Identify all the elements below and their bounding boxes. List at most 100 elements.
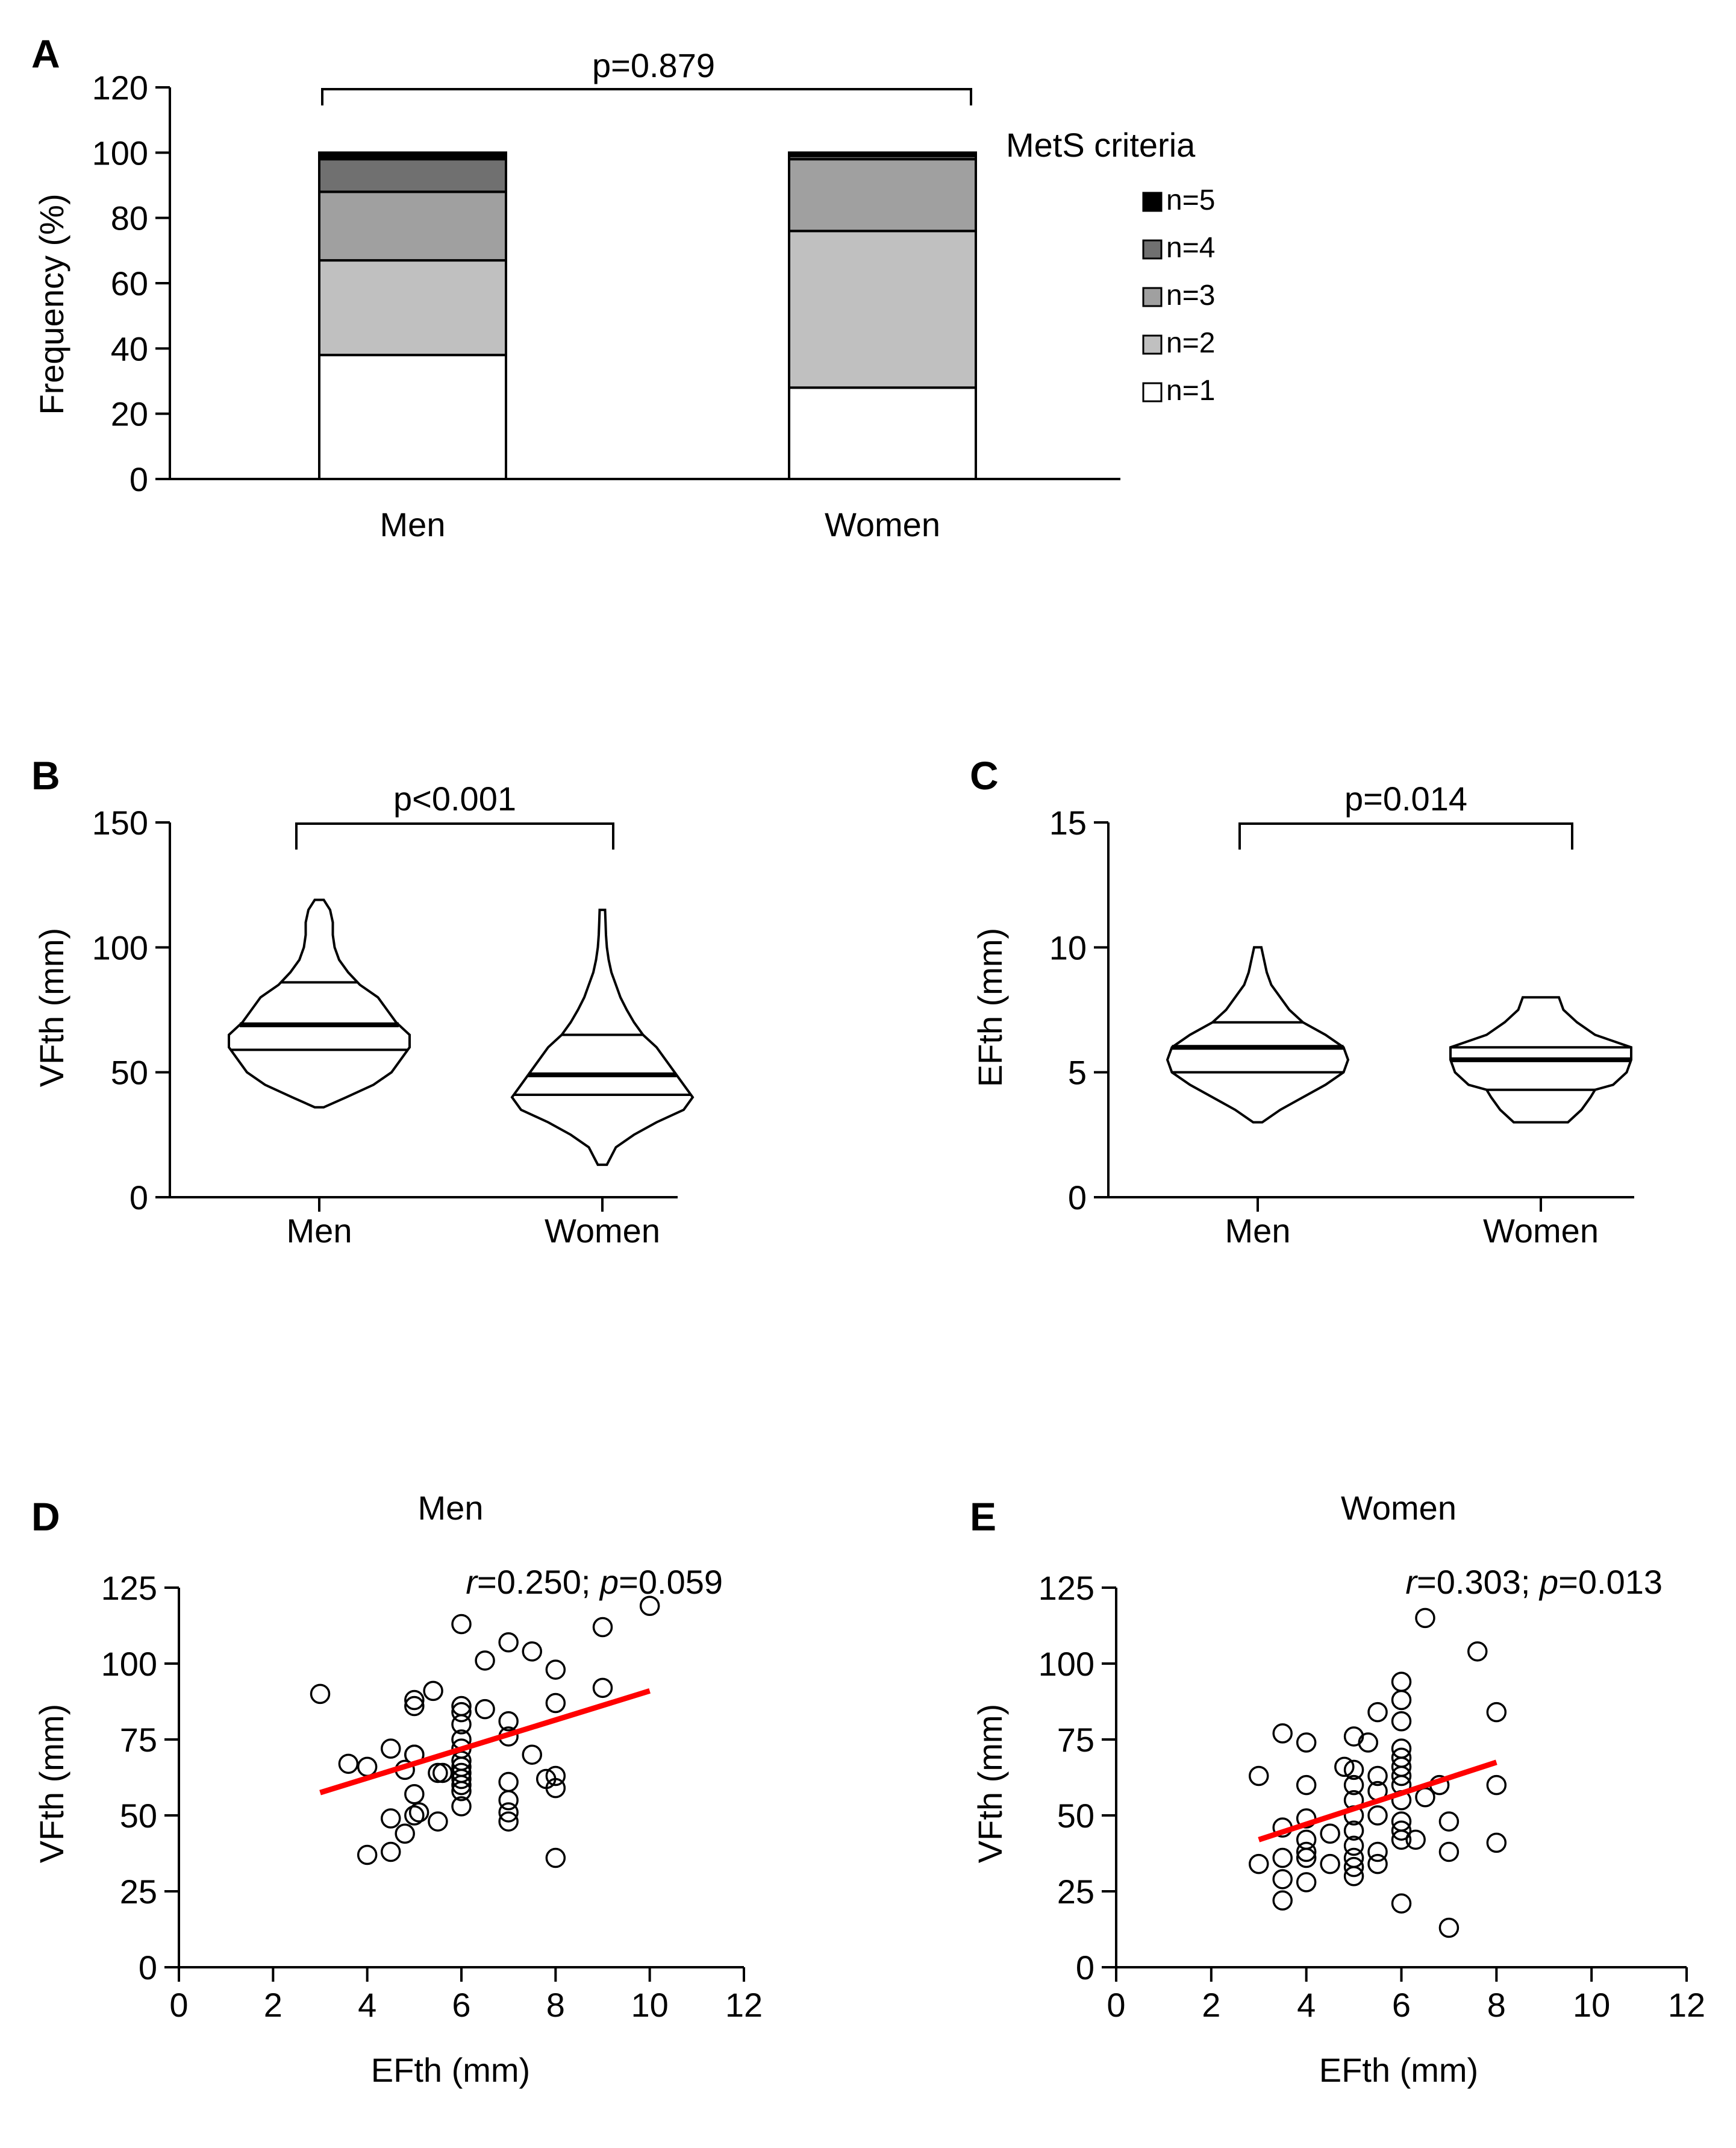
panel-d-x-tick-label: 12 xyxy=(725,1986,763,2024)
panel-e-x-tick-label: 0 xyxy=(1107,1986,1125,2024)
panel-d-y-tick-label: 25 xyxy=(120,1873,157,1911)
panel-e-points xyxy=(1249,1608,1507,1938)
panel-e-x-tick-label: 6 xyxy=(1392,1986,1411,2024)
panel-d-data-point xyxy=(381,1738,401,1759)
panel-e-data-point xyxy=(1249,1853,1269,1874)
panel-a-p-value: p=0.879 xyxy=(592,46,715,84)
panel-e-data-point xyxy=(1367,1765,1388,1786)
panel-e-data-point xyxy=(1272,1890,1293,1911)
panel-d-x-tick-label: 10 xyxy=(631,1986,669,2024)
panel-d-data-point xyxy=(404,1783,425,1805)
panel-b-y-tick-label: 0 xyxy=(130,1179,148,1216)
panel-d-data-point xyxy=(498,1790,519,1811)
panel-e-data-point xyxy=(1296,1847,1317,1868)
panel-e-x-tick-label: 2 xyxy=(1202,1986,1220,2024)
panel-d-axes: 0 25 50 75 100 125 0 2 4 6 8 10 12 xyxy=(101,1569,763,2024)
panel-d-x-tick-label: 6 xyxy=(452,1986,470,2024)
panel-c-y-tick-label: 5 xyxy=(1068,1054,1087,1092)
panel-e-stats: r=0.303; p=0.013 xyxy=(1405,1563,1663,1601)
panel-e: E Women r=0.303; p=0.013 VFth (mm) EFth … xyxy=(970,1489,1705,2089)
panel-b-comparison-bracket: p<0.001 xyxy=(295,780,614,850)
panel-e-regression-line xyxy=(1258,1759,1497,1843)
panel-e-x-tick-label: 8 xyxy=(1487,1986,1506,2024)
panel-d-data-point xyxy=(545,1777,566,1799)
panel-a-category-label: Men xyxy=(380,506,446,543)
panel-e-data-point xyxy=(1343,1856,1364,1877)
panel-e-data-point xyxy=(1272,1723,1293,1744)
panel-d-data-point xyxy=(592,1617,613,1638)
panel-a-legend: n=5 n=4 n=3 n=2 n=1 xyxy=(1142,184,1215,407)
panel-e-data-point xyxy=(1343,1774,1364,1796)
panel-b-violin-women xyxy=(510,909,695,1166)
panel-c-axes: 0 5 10 15 Men Women xyxy=(1049,804,1634,1250)
panel-e-data-point xyxy=(1415,1608,1435,1629)
panel-d-x-tick-label: 0 xyxy=(169,1986,188,2024)
panel-e-axes: 0 25 50 75 100 125 0 2 4 6 8 10 12 xyxy=(1038,1569,1706,2024)
panel-d-points xyxy=(310,1595,660,1868)
panel-e-p-value: 0.013 xyxy=(1578,1563,1663,1601)
panel-b-letter: B xyxy=(31,753,60,798)
panel-c-y-tick-label: 15 xyxy=(1049,804,1087,842)
panel-c: C EFth (mm) 0 5 10 15 Men Women p=0.014 xyxy=(970,753,1634,1250)
panel-d-x-tick-label: 8 xyxy=(546,1986,565,2024)
panel-e-y-tick-label: 100 xyxy=(1038,1645,1094,1683)
panel-e-title: Women xyxy=(1341,1489,1457,1527)
panel-d-data-point xyxy=(451,1768,472,1789)
panel-c-y-axis-label: EFth (mm) xyxy=(971,928,1009,1087)
panel-e-data-point xyxy=(1391,1689,1412,1711)
panel-d-data-point xyxy=(522,1641,542,1662)
panel-a-bars xyxy=(318,151,977,481)
panel-d-y-tick-label: 0 xyxy=(139,1949,157,1987)
panel-d-title: Men xyxy=(418,1489,484,1527)
panel-e-y-tick-label: 125 xyxy=(1038,1569,1094,1607)
legend-swatch-n2 xyxy=(1142,334,1163,355)
panel-d-data-point xyxy=(404,1696,425,1717)
panel-e-data-point xyxy=(1320,1823,1340,1844)
bar-women-n2 xyxy=(788,230,977,389)
bar-women-n5 xyxy=(788,151,977,157)
panel-e-data-point xyxy=(1486,1832,1507,1853)
panel-e-data-point xyxy=(1367,1702,1388,1723)
panel-d-data-point xyxy=(545,1692,566,1714)
panel-d-data-point xyxy=(498,1711,519,1732)
panel-a-letter: A xyxy=(31,31,60,76)
legend-label-n1: n=1 xyxy=(1166,375,1215,407)
legend-label-n5: n=5 xyxy=(1166,184,1215,216)
panel-a-y-tick-label: 20 xyxy=(111,395,148,433)
panel-d-data-point xyxy=(451,1774,472,1796)
panel-d-x-tick-label: 4 xyxy=(358,1986,376,2024)
panel-e-data-point xyxy=(1334,1756,1355,1777)
panel-c-category-label: Men xyxy=(1225,1212,1291,1250)
panel-e-y-tick-label: 25 xyxy=(1057,1873,1094,1911)
panel-d-y-tick-label: 100 xyxy=(101,1645,157,1683)
bar-men-n3 xyxy=(318,190,507,262)
panel-e-data-point xyxy=(1296,1841,1317,1862)
legend-swatch-n3 xyxy=(1142,287,1163,307)
panel-d-data-point xyxy=(404,1805,425,1826)
panel-e-x-tick-label: 10 xyxy=(1573,1986,1610,2024)
panel-a-y-tick-label: 40 xyxy=(111,330,148,368)
legend-swatch-n4 xyxy=(1142,239,1163,260)
panel-e-data-point xyxy=(1343,1759,1364,1780)
panel-a-y-tick-label: 120 xyxy=(92,69,148,107)
panel-e-data-point xyxy=(1320,1853,1340,1874)
panel-a-y-tick-label: 80 xyxy=(111,199,148,237)
legend-title: MetS criteria xyxy=(1006,126,1196,164)
legend-label-n2: n=2 xyxy=(1166,327,1215,359)
panel-e-data-point xyxy=(1391,1711,1412,1732)
panel-e-data-point xyxy=(1367,1841,1388,1862)
panel-d-data-point xyxy=(498,1811,519,1832)
panel-c-violins xyxy=(1166,946,1632,1124)
panel-d-data-point xyxy=(428,1811,448,1832)
panel-e-data-point xyxy=(1343,1866,1364,1887)
panel-e-y-tick-label: 50 xyxy=(1057,1797,1094,1835)
panel-e-data-point xyxy=(1391,1820,1412,1841)
panel-e-data-point xyxy=(1272,1869,1293,1890)
legend-swatch-n1 xyxy=(1142,382,1163,402)
panel-c-y-tick-label: 10 xyxy=(1049,928,1087,966)
panel-e-data-point xyxy=(1486,1702,1507,1723)
panel-e-data-point xyxy=(1343,1835,1364,1856)
panel-d-data-point xyxy=(451,1614,472,1635)
panel-a-comparison-bracket: p=0.879 xyxy=(321,46,972,105)
panel-e-data-point xyxy=(1367,1805,1388,1826)
